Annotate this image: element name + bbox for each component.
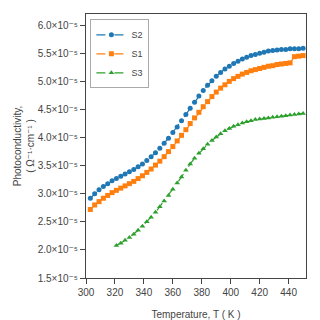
svg-text:S1: S1 (131, 49, 142, 59)
svg-text:340: 340 (136, 287, 153, 298)
svg-text:S3: S3 (131, 68, 142, 78)
svg-text:6.0×10⁻⁵: 6.0×10⁻⁵ (38, 20, 78, 31)
svg-text:2.0×10⁻⁵: 2.0×10⁻⁵ (38, 244, 78, 255)
svg-text:400: 400 (222, 287, 239, 298)
svg-text:380: 380 (193, 287, 210, 298)
svg-text:3.0×10⁻⁵: 3.0×10⁻⁵ (38, 188, 78, 199)
svg-text:300: 300 (78, 287, 95, 298)
svg-text:2.5×10⁻⁵: 2.5×10⁻⁵ (38, 216, 78, 227)
svg-text:4.5×10⁻⁵: 4.5×10⁻⁵ (38, 104, 78, 115)
svg-text:440: 440 (280, 287, 297, 298)
svg-text:Temperature, T ( K ): Temperature, T ( K ) (151, 309, 240, 320)
svg-text:4.0×10⁻⁵: 4.0×10⁻⁵ (38, 132, 78, 143)
svg-text:420: 420 (251, 287, 268, 298)
svg-text:3.5×10⁻⁵: 3.5×10⁻⁵ (38, 160, 78, 171)
svg-text:1.5×10⁻⁵: 1.5×10⁻⁵ (38, 273, 78, 284)
svg-text:Photoconductivity,( Ω⁻¹·cm⁻¹ ): Photoconductivity,( Ω⁻¹·cm⁻¹ ) (12, 106, 36, 186)
svg-text:S2: S2 (131, 30, 142, 40)
svg-text:320: 320 (107, 287, 124, 298)
svg-text:5.0×10⁻⁵: 5.0×10⁻⁵ (38, 76, 78, 87)
svg-text:360: 360 (164, 287, 181, 298)
svg-text:5.5×10⁻⁵: 5.5×10⁻⁵ (38, 48, 78, 59)
